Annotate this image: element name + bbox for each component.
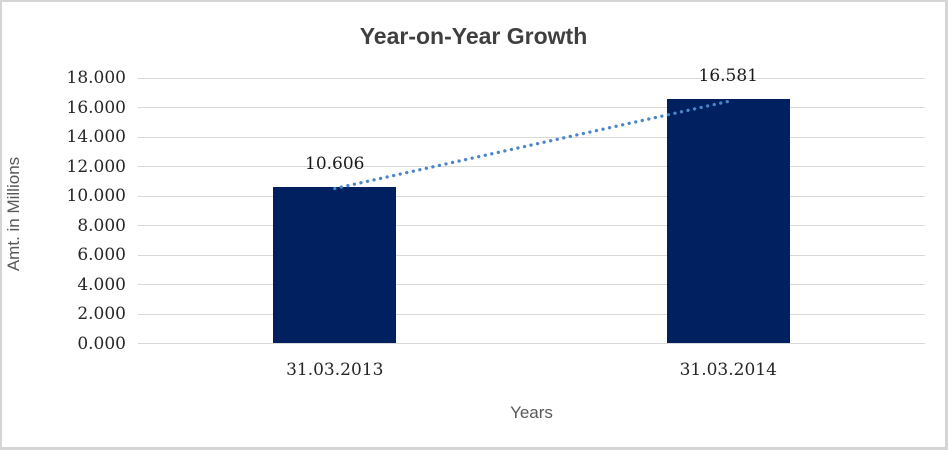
y-tick-label: 6.000 — [77, 245, 126, 265]
gridline — [138, 136, 925, 138]
gridline — [138, 195, 925, 197]
category-label: 31.03.2014 — [679, 359, 777, 380]
y-tick-label: 8.000 — [77, 215, 126, 236]
y-tick-label: 0.000 — [77, 333, 126, 354]
gridline — [138, 77, 925, 79]
bar — [666, 98, 790, 344]
y-tick-label: 18.000 — [66, 68, 126, 88]
bar-value-label: 10.606 — [305, 154, 365, 175]
gridline — [138, 166, 925, 167]
bar — [273, 187, 397, 344]
chart-title: Year-on-Year Growth — [359, 23, 588, 49]
gridline — [138, 313, 925, 315]
y-tick-label: 12.000 — [66, 156, 126, 177]
y-tick-label: 4.000 — [77, 274, 126, 295]
gridline — [138, 254, 925, 256]
y-tick-label: 14.000 — [66, 127, 126, 147]
gridline — [138, 107, 925, 108]
gridline — [138, 284, 925, 285]
y-tick-label: 2.000 — [77, 304, 126, 324]
y-tick-label: 16.000 — [66, 97, 126, 118]
x-axis-title: Years — [510, 403, 553, 422]
gridline — [138, 343, 925, 344]
category-label: 31.03.2013 — [286, 359, 384, 380]
y-tick-label: 10.000 — [66, 186, 126, 206]
gridline — [138, 225, 925, 226]
bar-value-label: 16.581 — [698, 65, 758, 86]
y-axis-title: Amt. in Millions — [4, 156, 23, 272]
